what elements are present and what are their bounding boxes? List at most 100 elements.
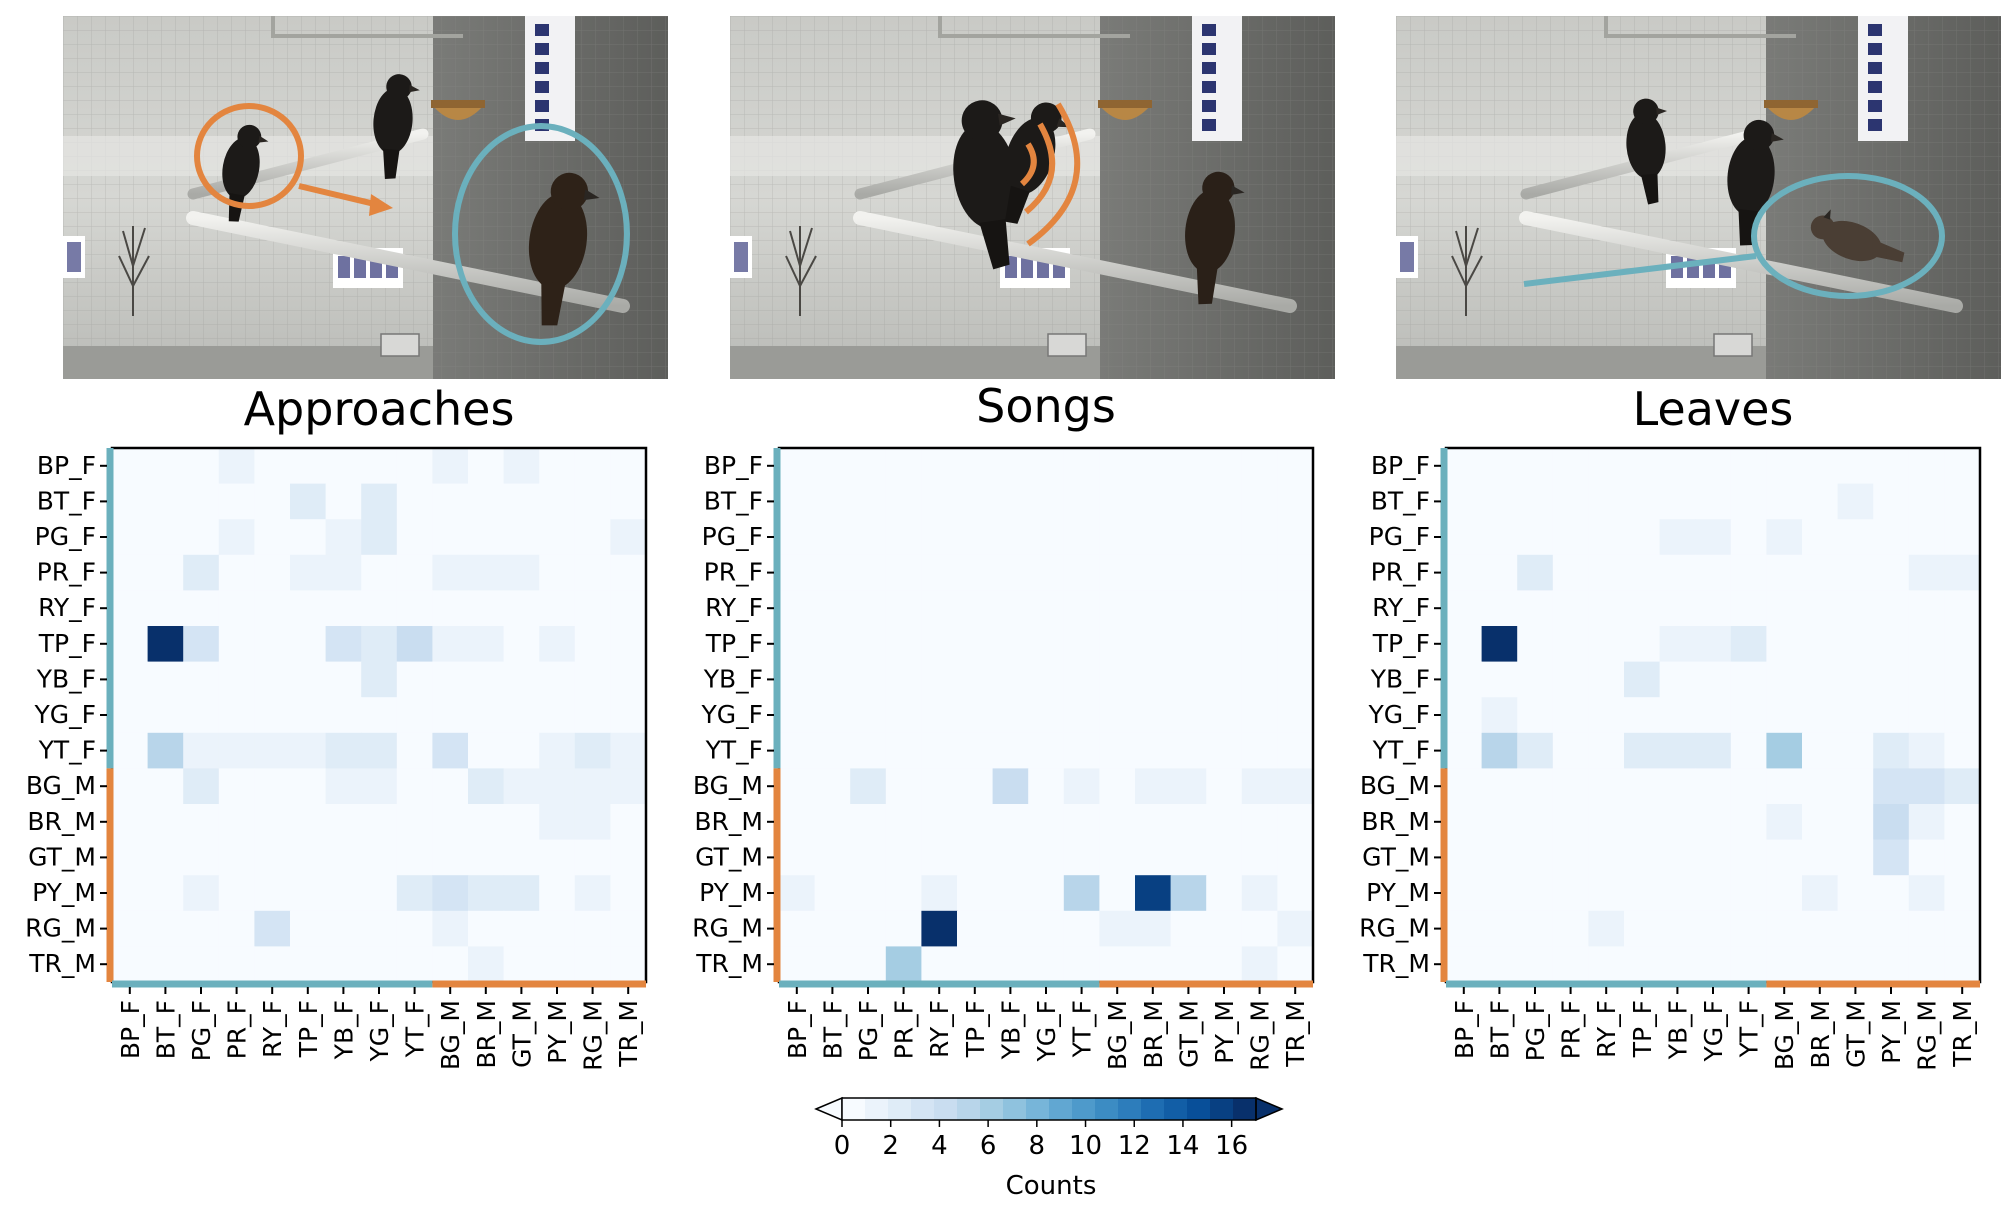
heatmap-cell (574, 626, 611, 663)
heatmap-cell (1277, 839, 1314, 876)
heatmap-cell (218, 554, 255, 591)
heatmap-cell (361, 590, 398, 627)
heatmap-cell (183, 661, 220, 698)
heatmap-cell (290, 448, 327, 485)
heatmap-cell (1028, 839, 1065, 876)
heatmap-cell (1944, 732, 1981, 769)
colorbar-level (865, 1098, 889, 1120)
heatmap-cell (1944, 910, 1981, 947)
colorbar-level (1118, 1098, 1142, 1120)
heatmap-cell (1481, 483, 1518, 520)
heatmap-cell (254, 448, 291, 485)
heatmap-cell (1624, 590, 1661, 627)
heatmap-cell (254, 910, 291, 947)
heatmap-cell (503, 910, 540, 947)
heatmap-cell (1099, 839, 1136, 876)
heatmap-cell (1766, 590, 1803, 627)
heatmap-cell (1624, 732, 1661, 769)
heatmap-cell (325, 768, 362, 805)
heatmap-cell (1552, 768, 1589, 805)
photo-leaves-marker-left-code (1400, 242, 1414, 272)
heatmap-cell (574, 519, 611, 556)
x-tick-label: BG_M (1770, 1000, 1799, 1070)
heatmap-cell (992, 875, 1029, 912)
photo-leaves-basket (1766, 106, 1816, 120)
y-tick-label: TP_F (38, 629, 96, 658)
heatmap-cell (1063, 519, 1100, 556)
heatmap-cell (1624, 875, 1661, 912)
heatmap-cell (290, 804, 327, 841)
heatmap-cell (1277, 768, 1314, 805)
heatmap-cell (850, 732, 887, 769)
heatmap-cell (361, 554, 398, 591)
heatmap-cell (1241, 875, 1278, 912)
heatmap-cell (779, 590, 816, 627)
x-tick-label: BT_F (151, 1000, 180, 1059)
heatmap-cell (1206, 768, 1243, 805)
heatmap-cell (468, 590, 505, 627)
heatmap-cell (539, 448, 576, 485)
x-tick-label: BG_M (1103, 1000, 1132, 1070)
heatmap-cell (992, 483, 1029, 520)
heatmap-cell (1588, 590, 1625, 627)
heatmap-cell (610, 804, 647, 841)
heatmap-cell (1481, 732, 1518, 769)
heatmap-cell (1730, 483, 1767, 520)
heatmap-cell (1588, 626, 1625, 663)
bird-approaching-beak (258, 135, 269, 143)
heatmap-cell (957, 946, 994, 983)
heatmap-cell (112, 697, 149, 734)
heatmap-cell (1277, 519, 1314, 556)
heatmap-cell (1481, 839, 1518, 876)
heatmap-cell (396, 839, 433, 876)
heatmap-cell (1552, 554, 1589, 591)
heatmap-cell (1659, 875, 1696, 912)
heatmap-cell (1552, 697, 1589, 734)
heatmap-cell (610, 875, 647, 912)
heatmap-cell (1063, 448, 1100, 485)
heatmap-cell (432, 804, 469, 841)
heatmap-cell (432, 590, 469, 627)
heatmap-cell (1552, 448, 1589, 485)
heatmap-cell (850, 590, 887, 627)
colorbar-level (1049, 1098, 1073, 1120)
photo-leaves-sign-mark (1868, 100, 1882, 112)
photo-leaves-sign-board (1858, 16, 1908, 141)
heatmap-cell (814, 910, 851, 947)
heatmap-cell (1624, 483, 1661, 520)
photo-songs-sign-board (1192, 16, 1242, 141)
heatmap-cell (468, 732, 505, 769)
heatmap-title: Songs (976, 379, 1116, 433)
heatmap-cell (1659, 519, 1696, 556)
x-tick-label: BT_F (1485, 1000, 1514, 1059)
heatmap-cell (779, 626, 816, 663)
heatmap-cell (1552, 910, 1589, 947)
photo-approaches-plant (118, 226, 150, 316)
heatmap-cell (1170, 875, 1207, 912)
colorbar-tick-label: 12 (1118, 1131, 1151, 1161)
heatmap-cell (1063, 804, 1100, 841)
heatmap-cell (814, 519, 851, 556)
x-tick-label: BG_M (436, 1000, 465, 1070)
x-tick-label: GT_M (1841, 1000, 1870, 1068)
bird-right-beak (1230, 185, 1245, 195)
bird-left-beak (1656, 107, 1668, 115)
y-tick-label: GT_M (28, 842, 96, 871)
heatmap-cell (1837, 732, 1874, 769)
heatmap-cell (1135, 839, 1172, 876)
photo-approaches-marker-floor-code (338, 256, 350, 278)
heatmap-cell (183, 910, 220, 947)
heatmap-cell (1695, 483, 1732, 520)
x-tick-label: YB_F (996, 1000, 1025, 1060)
y-tick-label: GT_M (1362, 842, 1430, 871)
heatmap-cell (147, 448, 184, 485)
heatmap-cell (325, 732, 362, 769)
heatmap-cell (921, 448, 958, 485)
heatmap-cell (1517, 590, 1554, 627)
x-tick-label: GT_M (507, 1000, 536, 1068)
heatmap-cell (325, 554, 362, 591)
heatmap-cell (1028, 661, 1065, 698)
heatmap-cell (112, 768, 149, 805)
heatmap-cell (1206, 839, 1243, 876)
colorbar-level (842, 1098, 866, 1120)
